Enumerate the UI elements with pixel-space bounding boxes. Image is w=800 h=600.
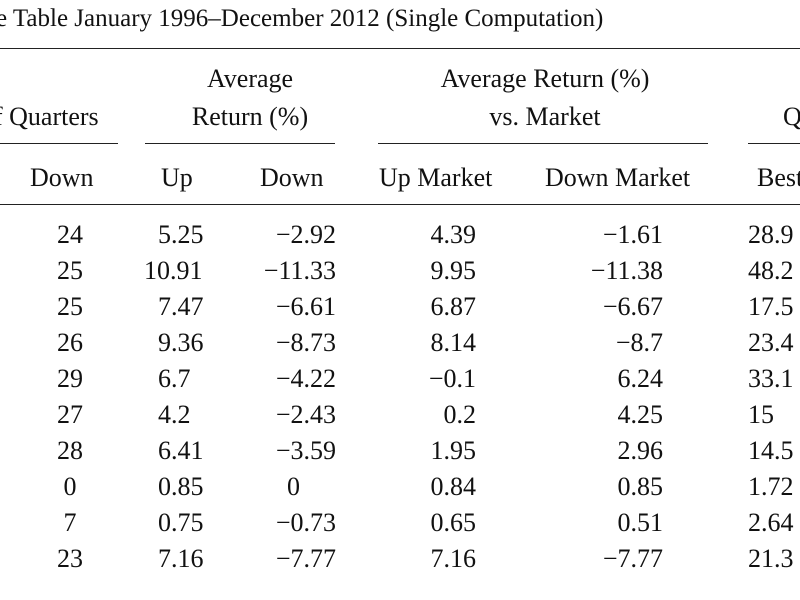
cell-best: 33.1 <box>748 364 794 393</box>
cell-down-count: 29 <box>57 364 83 393</box>
cell-up-market: 1.95 <box>430 436 477 465</box>
cell-down-count: 23 <box>57 544 83 573</box>
cell-down-count: 25 <box>57 292 83 321</box>
cell-down-market: −11.38 <box>590 256 663 285</box>
cell-down-count: 26 <box>57 328 83 357</box>
cell-down-count: 28 <box>57 436 83 465</box>
cell-best: 15 <box>748 400 774 429</box>
cell-up: 7.47 <box>158 292 204 321</box>
cell-up: 0.75 <box>158 508 204 537</box>
col-header-down-count: Down <box>30 163 94 192</box>
cell-down-count: 0 <box>63 472 77 501</box>
cell-best: 23.4 <box>748 328 794 357</box>
quarters-group-header: f Quarters <box>0 102 99 131</box>
cell-down: −7.77 <box>275 544 336 573</box>
table-title: e Table January 1996–December 2012 (Sing… <box>0 5 604 32</box>
avg-return-header-line1: Average <box>206 64 294 93</box>
cell-down: −2.43 <box>275 400 336 429</box>
cell-down: −4.22 <box>275 364 336 393</box>
vs-market-header-line1: Average Return (%) <box>440 64 650 93</box>
cell-best: 1.72 <box>748 472 794 501</box>
cell-best: 48.2 <box>748 256 794 285</box>
cell-down-count: 27 <box>57 400 83 429</box>
cell-up: 9.36 <box>158 328 204 357</box>
cell-up: 6.7 <box>158 364 191 393</box>
cell-up-market: 0.2 <box>443 400 477 429</box>
col-header-best: Best <box>757 163 800 192</box>
cell-down-market: −1.61 <box>602 220 663 249</box>
col-header-down-market: Down Market <box>545 163 691 192</box>
cell-down: −0.73 <box>275 508 336 537</box>
top-rule <box>0 48 800 49</box>
col-header-up-market: Up Market <box>379 163 493 192</box>
cell-up: 0.85 <box>158 472 204 501</box>
cell-down-market: −7.77 <box>602 544 663 573</box>
cell-down: −8.73 <box>275 328 336 357</box>
cell-down-count: 25 <box>57 256 83 285</box>
cell-down-market: 6.24 <box>617 364 664 393</box>
quarter-group-rule <box>748 143 800 144</box>
cell-down: 0 <box>287 472 300 501</box>
quarters-group-rule <box>0 143 118 144</box>
cell-up-market: 0.84 <box>430 472 477 501</box>
cell-up: 6.41 <box>158 436 204 465</box>
cell-up-market: 0.65 <box>430 508 477 537</box>
cell-down: −3.59 <box>275 436 336 465</box>
cell-best: 28.9 <box>748 220 794 249</box>
cell-down-market: −8.7 <box>615 328 663 357</box>
col-header-down: Down <box>260 163 324 192</box>
cell-up: 7.16 <box>158 544 204 573</box>
cell-up-market: 8.14 <box>430 328 477 357</box>
cell-down-count: 24 <box>57 220 83 249</box>
vs-market-group-rule <box>378 143 708 144</box>
cell-up-market: 4.39 <box>430 220 477 249</box>
avg-return-group-rule <box>145 143 335 144</box>
cell-up-market: 6.87 <box>430 292 477 321</box>
cell-up: 4.2 <box>158 400 191 429</box>
cell-down: −11.33 <box>263 256 336 285</box>
cell-up-market: 7.16 <box>430 544 477 573</box>
cell-up: 5.25 <box>158 220 204 249</box>
cell-best: 21.3 <box>748 544 794 573</box>
cell-best: 2.64 <box>748 508 794 537</box>
cell-down-count: 7 <box>63 508 77 537</box>
cell-up: 10.91 <box>144 256 203 285</box>
cell-down-market: 0.85 <box>617 472 664 501</box>
cell-down-market: −6.67 <box>602 292 663 321</box>
cell-down: −6.61 <box>275 292 336 321</box>
avg-return-header-line2: Return (%) <box>191 102 309 131</box>
cell-up-market: 9.95 <box>430 256 477 285</box>
cell-best: 14.5 <box>748 436 794 465</box>
cell-down-market: 0.51 <box>617 508 664 537</box>
cell-down-market: 2.96 <box>617 436 664 465</box>
cell-down: −2.92 <box>275 220 336 249</box>
cell-up-market: −0.1 <box>428 364 476 393</box>
quarter-group-header-cut: Q <box>783 102 800 131</box>
col-header-up: Up <box>161 163 193 192</box>
cell-down-market: 4.25 <box>617 400 664 429</box>
header-bottom-rule <box>0 204 800 205</box>
vs-market-header-line2: vs. Market <box>489 102 601 131</box>
cell-best: 17.5 <box>748 292 794 321</box>
